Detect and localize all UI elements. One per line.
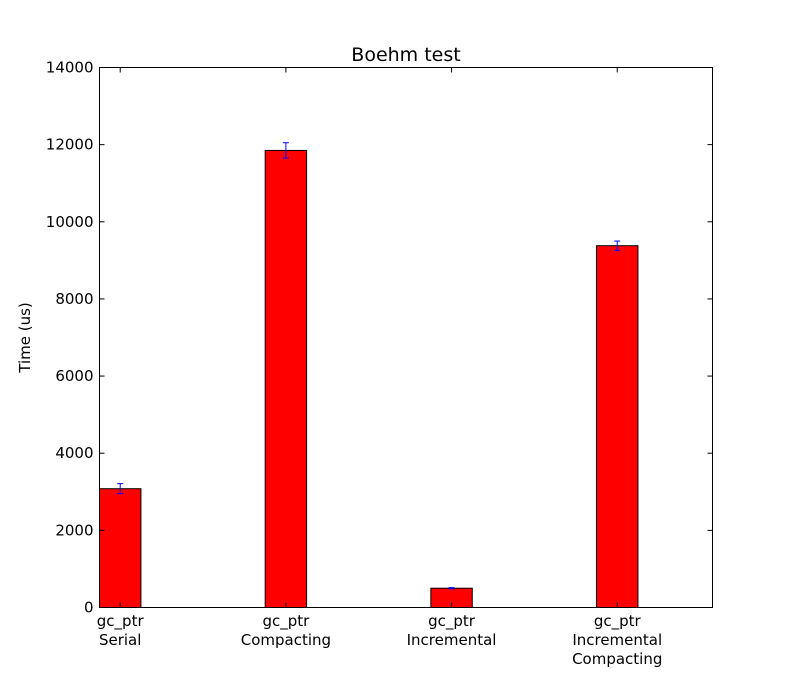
- x-tick-label-3-2: Compacting: [572, 650, 662, 668]
- x-tick-label-2-1: Incremental: [407, 631, 497, 649]
- y-tick-label-5: 10000: [46, 213, 94, 231]
- y-tick-label-3: 6000: [55, 367, 93, 385]
- x-tick-label-1-0: gc_ptr: [262, 612, 310, 631]
- chart-title: Boehm test: [351, 44, 460, 66]
- bar-1: [264, 149, 308, 609]
- x-tick-label-0-0: gc_ptr: [97, 612, 145, 631]
- y-tick-label-4: 8000: [55, 290, 93, 308]
- y-tick-label-6: 12000: [46, 136, 94, 154]
- bar-0: [99, 488, 142, 609]
- y-tick-label-1: 2000: [55, 521, 93, 539]
- y-ticks-group: 0 2000 4000 6000 8000 10000 12000 14000: [46, 59, 713, 617]
- y-tick-label-7: 14000: [46, 59, 94, 77]
- y-axis-label: Time (us): [16, 302, 34, 374]
- error-bar-0: [117, 483, 124, 495]
- y-tick-label-2: 4000: [55, 444, 93, 462]
- error-bar-2: [448, 587, 455, 590]
- error-bar-3: [614, 240, 621, 251]
- x-tick-label-2-0: gc_ptr: [428, 612, 476, 631]
- bar-3: [596, 245, 639, 608]
- error-bars-group: [117, 142, 621, 590]
- y-tick-label-0: 0: [84, 599, 94, 617]
- x-ticks-group: gc_ptrSerialgc_ptrCompactinggc_ptrIncrem…: [97, 67, 662, 668]
- error-bar-1: [282, 142, 289, 159]
- plot-frame: [99, 67, 713, 608]
- x-tick-label-1-1: Compacting: [241, 631, 331, 649]
- x-tick-label-3-1: Incremental: [572, 631, 662, 649]
- x-tick-label-0-1: Serial: [99, 631, 141, 649]
- x-tick-label-3-0: gc_ptr: [594, 612, 642, 631]
- bars-group: [99, 149, 639, 609]
